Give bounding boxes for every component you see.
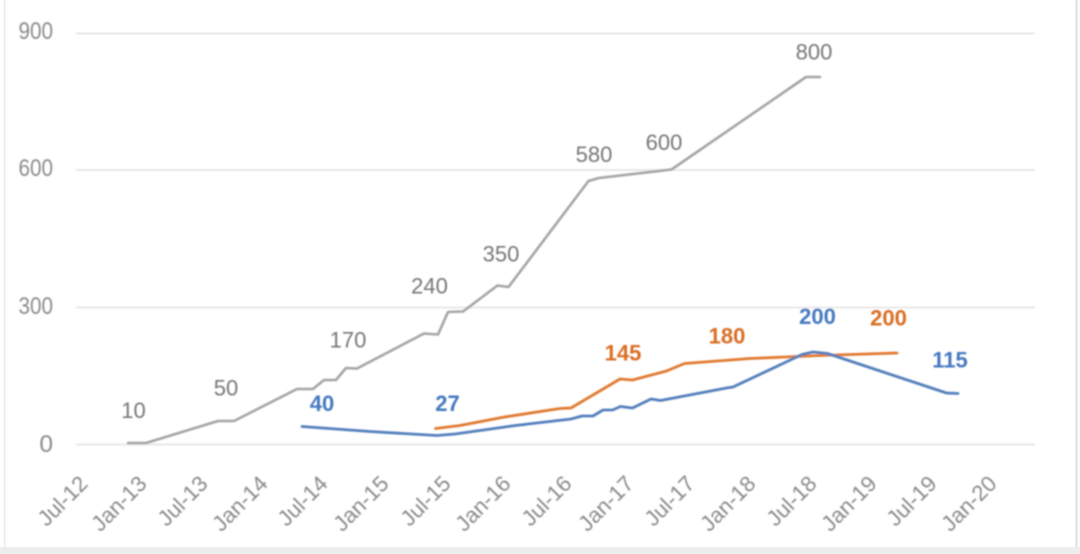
- svg-text:10: 10: [121, 398, 145, 423]
- svg-text:600: 600: [646, 130, 683, 155]
- svg-text:200: 200: [799, 304, 836, 329]
- svg-text:580: 580: [576, 142, 613, 167]
- svg-text:115: 115: [932, 348, 968, 373]
- svg-text:800: 800: [796, 40, 833, 65]
- svg-text:300: 300: [19, 293, 54, 320]
- svg-text:600: 600: [19, 155, 54, 182]
- svg-text:900: 900: [19, 18, 54, 45]
- svg-text:350: 350: [483, 242, 520, 267]
- svg-text:0: 0: [39, 431, 53, 458]
- svg-text:240: 240: [411, 274, 448, 299]
- svg-text:200: 200: [870, 306, 907, 331]
- svg-text:170: 170: [330, 328, 367, 353]
- svg-text:40: 40: [310, 391, 334, 416]
- svg-text:180: 180: [709, 324, 746, 349]
- svg-text:27: 27: [435, 391, 459, 416]
- svg-text:145: 145: [605, 341, 642, 366]
- svg-text:50: 50: [214, 376, 238, 401]
